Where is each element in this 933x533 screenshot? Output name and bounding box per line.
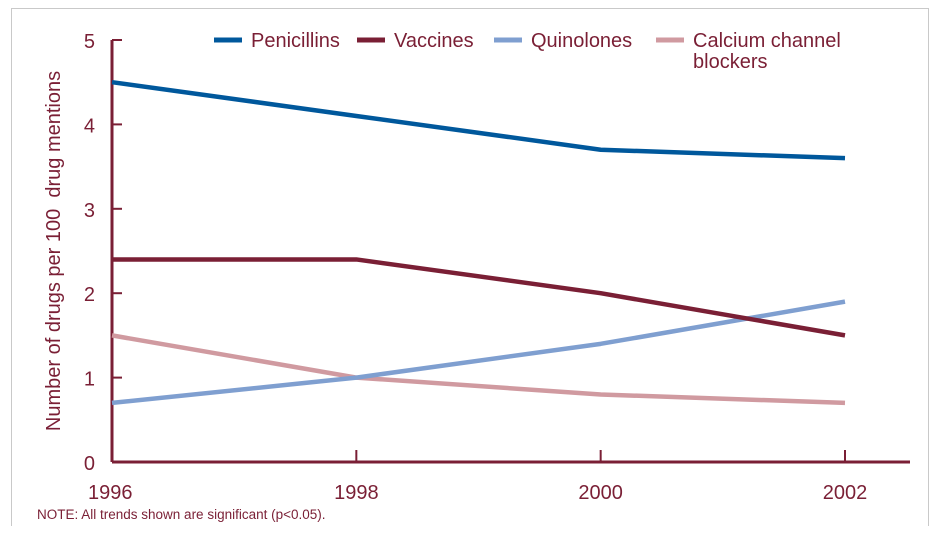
legend-label: Vaccines [394, 30, 474, 52]
x-tick-label: 1996 [88, 482, 133, 504]
y-tick-label: 2 [84, 284, 95, 306]
y-tick-label: 4 [84, 115, 95, 137]
y-tick-label: 3 [84, 200, 95, 222]
y-tick-label: 1 [84, 369, 95, 391]
x-tick-label: 2002 [823, 482, 868, 504]
legend-label: Quinolones [531, 30, 632, 52]
x-tick-label: 1998 [334, 482, 379, 504]
footnote: NOTE: All trends shown are significant (… [37, 507, 326, 522]
y-ticks: 0 1 2 3 4 5 [84, 31, 122, 475]
series-line-calcium-channel-blockers [111, 333, 846, 406]
axes [110, 40, 910, 464]
legend-label: Penicillins [251, 30, 340, 52]
legend-label: Calcium channel [693, 30, 841, 52]
y-tick-label: 5 [84, 31, 95, 53]
series-line-quinolones [111, 299, 846, 406]
legend: Penicillins Vaccines Quinolones Calcium cha… [214, 30, 841, 73]
legend-label: blockers [693, 51, 767, 73]
chart-frame [11, 8, 929, 526]
series-line-vaccines [112, 257, 846, 338]
series-lines [111, 79, 846, 406]
y-tick-label: 0 [84, 453, 95, 475]
series-line-penicillins [111, 79, 846, 161]
x-tick-label: 2000 [578, 482, 623, 504]
y-axis-label: Number of drugs per 100 drug mentions [43, 71, 65, 431]
x-ticks: 1996 1998 2000 2002 [88, 450, 867, 504]
